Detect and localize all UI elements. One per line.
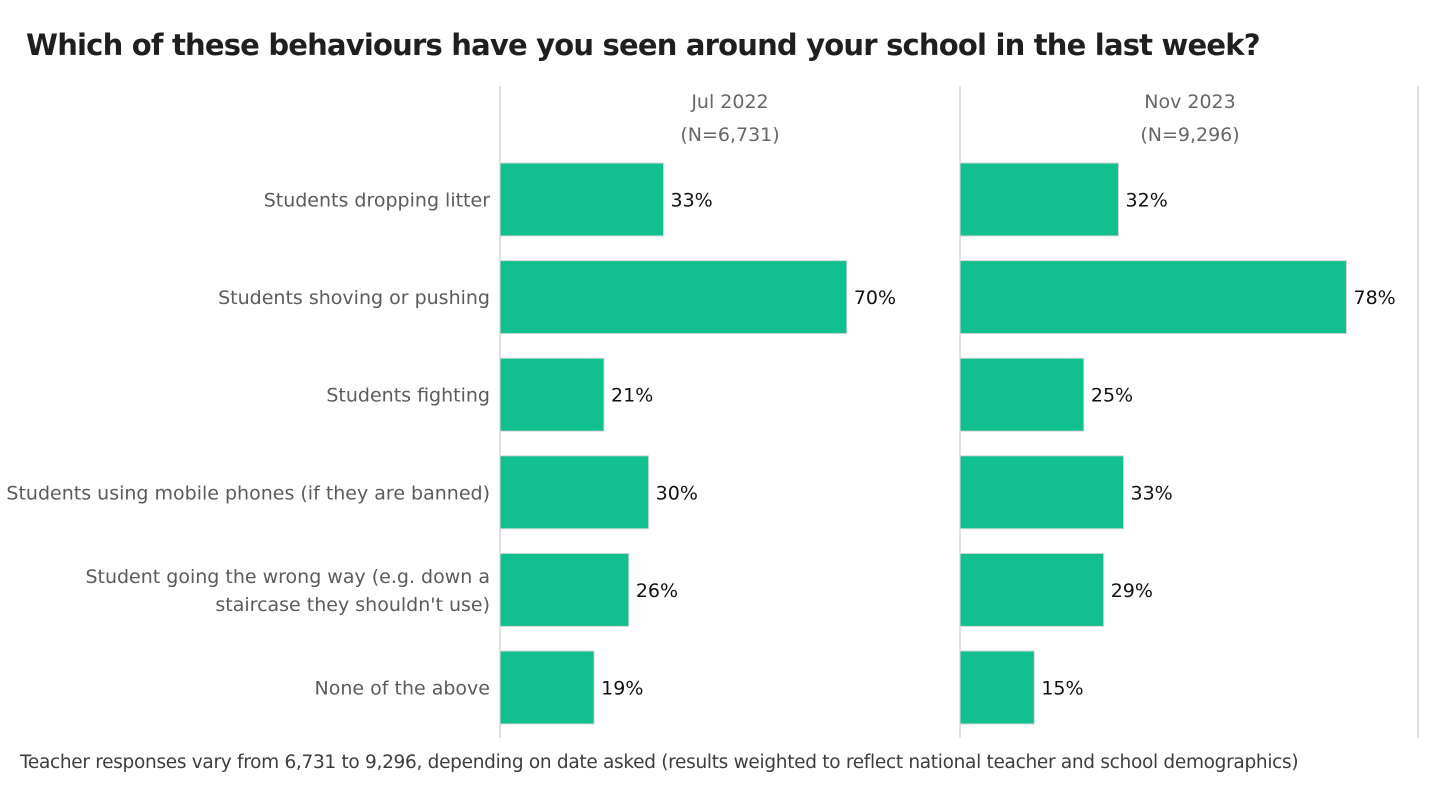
bar (499, 162, 665, 237)
bar (499, 552, 630, 627)
data-label: 78% (1353, 287, 1395, 309)
bar (499, 260, 848, 335)
chart-title: Which of these behaviours have you seen … (26, 28, 1261, 62)
series-header: Jul 2022 (690, 91, 768, 113)
bar (499, 357, 605, 432)
category-label: Students dropping litter (264, 190, 491, 212)
bar (499, 650, 595, 725)
category-label: staircase they shouldn't use) (215, 594, 490, 616)
data-label: 15% (1041, 678, 1083, 700)
category-label: Students shoving or pushing (218, 287, 490, 309)
bar (499, 455, 650, 530)
data-label: 70% (854, 287, 896, 309)
bar (959, 455, 1125, 530)
series-sample-size: (N=6,731) (680, 124, 779, 146)
series-sample-size: (N=9,296) (1140, 124, 1239, 146)
category-label: None of the above (315, 678, 490, 700)
category-label: Students fighting (326, 385, 490, 407)
bar (959, 260, 1347, 335)
bar (959, 650, 1035, 725)
category-label: Student going the wrong way (e.g. down a (85, 566, 490, 588)
data-label: 19% (601, 678, 643, 700)
data-label: 33% (671, 190, 713, 212)
category-label: Students using mobile phones (if they ar… (6, 482, 490, 504)
bar (959, 552, 1105, 627)
data-label: 26% (636, 580, 678, 602)
data-label: 29% (1111, 580, 1153, 602)
data-label: 21% (611, 385, 653, 407)
series-header: Nov 2023 (1144, 91, 1235, 113)
data-label: 30% (656, 482, 698, 504)
bar (959, 357, 1085, 432)
bar (959, 162, 1120, 237)
data-label: 25% (1091, 385, 1133, 407)
chart-footnote: Teacher responses vary from 6,731 to 9,2… (20, 752, 1299, 773)
data-label: 32% (1126, 190, 1168, 212)
data-label: 33% (1131, 482, 1173, 504)
